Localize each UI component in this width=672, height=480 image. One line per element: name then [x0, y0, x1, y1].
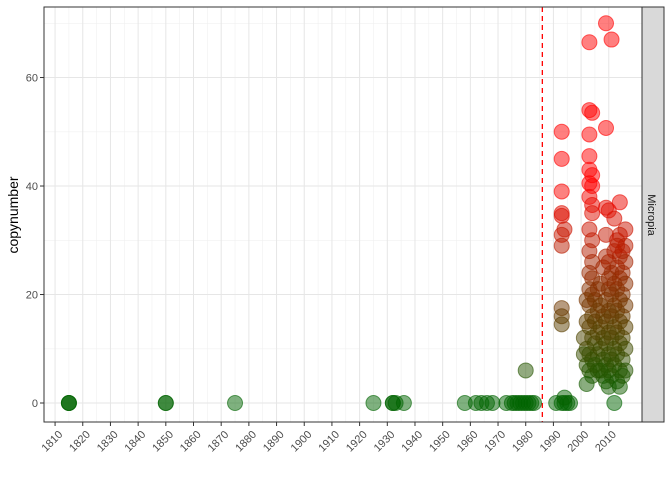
data-point: [584, 104, 601, 121]
data-point: [553, 150, 570, 167]
y-axis-title: copynumber: [5, 176, 21, 253]
data-point: [611, 194, 628, 211]
data-point: [581, 34, 598, 51]
y-tick-label: 0: [32, 398, 38, 410]
data-point: [395, 395, 412, 412]
data-point: [617, 297, 634, 314]
y-axis: 0 20 40 60: [26, 73, 44, 410]
data-point: [614, 367, 631, 384]
y-tick-label: 60: [26, 73, 38, 85]
data-point: [526, 395, 543, 412]
data-point: [598, 15, 615, 32]
data-point: [578, 291, 595, 308]
facet-strip: Micropia: [641, 6, 665, 423]
data-point: [606, 395, 623, 412]
data-point: [617, 340, 634, 357]
data-point: [592, 362, 609, 379]
data-point: [556, 389, 573, 406]
data-point: [227, 395, 244, 412]
data-point: [581, 126, 598, 143]
data-point: [598, 226, 615, 243]
data-point: [575, 346, 592, 363]
data-point: [589, 281, 606, 298]
data-point: [592, 297, 609, 314]
data-point: [581, 148, 598, 165]
data-point: [578, 313, 595, 330]
data-point: [617, 319, 634, 336]
y-tick-label: 40: [26, 181, 38, 193]
data-point: [609, 237, 626, 254]
data-point: [617, 253, 634, 270]
data-point: [157, 395, 174, 412]
data-point: [365, 395, 382, 412]
facet-strip-label: Micropia: [645, 194, 657, 236]
data-point: [553, 237, 570, 254]
data-point: [553, 316, 570, 333]
data-point: [606, 210, 623, 227]
data-point: [60, 395, 77, 412]
data-point: [553, 123, 570, 140]
data-point: [578, 376, 595, 393]
data-point: [617, 275, 634, 292]
data-points: [60, 15, 634, 412]
data-point: [484, 395, 501, 412]
data-point: [553, 207, 570, 224]
data-point: [553, 183, 570, 200]
data-point: [600, 270, 617, 287]
data-point: [603, 31, 620, 48]
y-tick-label: 20: [26, 290, 38, 302]
facet-strip-background: [641, 6, 665, 423]
data-point: [598, 119, 615, 136]
data-point: [517, 362, 534, 379]
data-point: [584, 205, 601, 222]
